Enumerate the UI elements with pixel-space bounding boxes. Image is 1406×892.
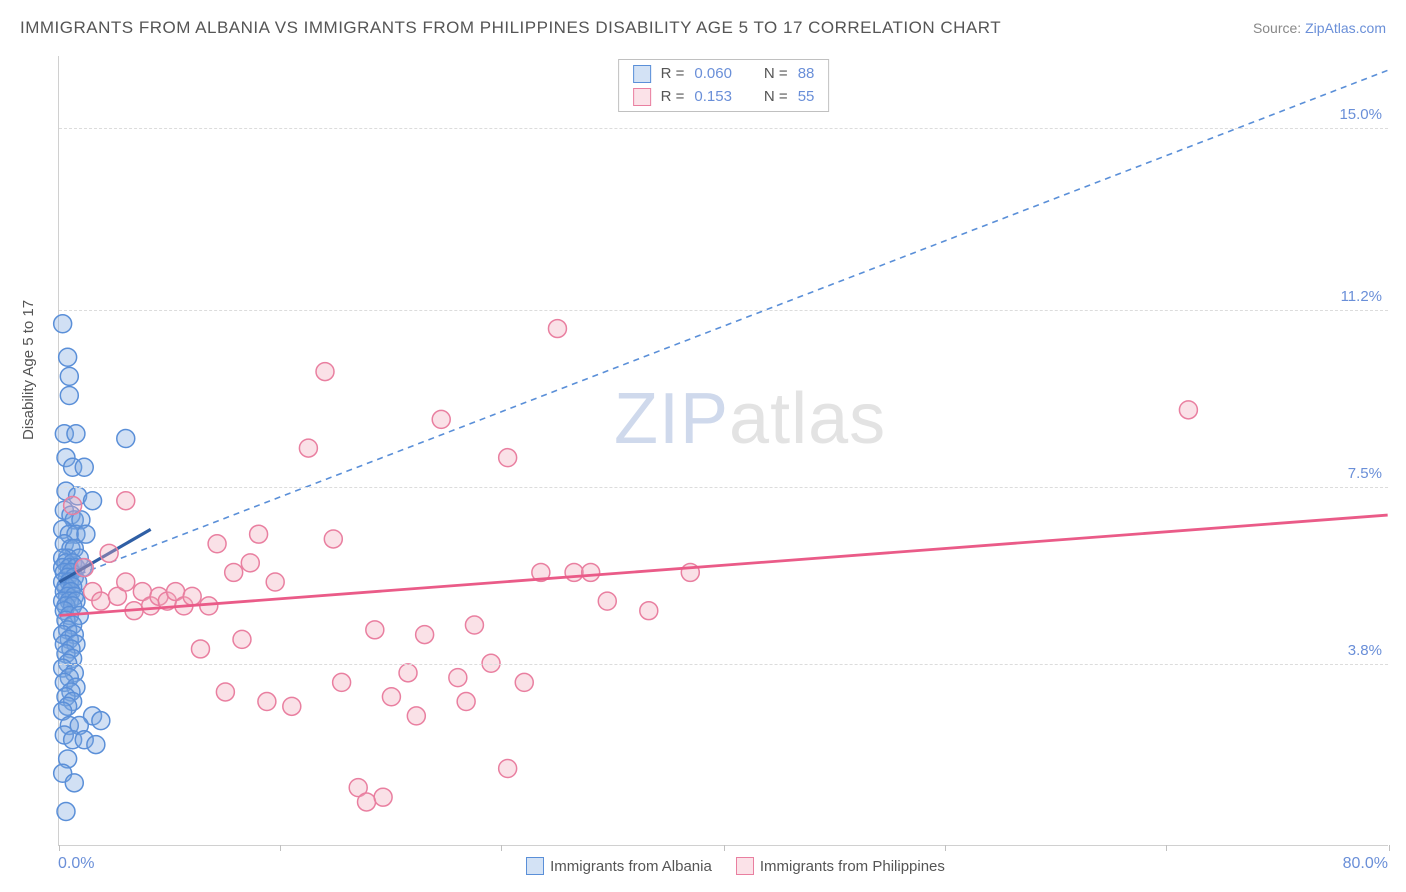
legend-label: Immigrants from Philippines <box>760 858 945 875</box>
legend-swatch <box>736 857 754 875</box>
data-point <box>449 669 467 687</box>
data-point <box>65 774 83 792</box>
data-point <box>316 363 334 381</box>
x-tick <box>724 845 725 851</box>
n-label: N = <box>764 86 788 109</box>
data-point <box>283 697 301 715</box>
stats-legend-row: R = 0.153 N = 55 <box>633 86 815 109</box>
r-label: R = <box>661 63 685 86</box>
data-point <box>233 630 251 648</box>
legend-item: Immigrants from Albania <box>502 858 712 875</box>
data-point <box>241 554 259 572</box>
data-point <box>499 760 517 778</box>
data-point <box>57 803 75 821</box>
data-point <box>358 793 376 811</box>
data-point <box>432 410 450 428</box>
data-point <box>92 712 110 730</box>
data-point <box>465 616 483 634</box>
x-tick <box>945 845 946 851</box>
data-point <box>117 573 135 591</box>
data-point <box>75 559 93 577</box>
x-tick <box>1389 845 1390 851</box>
r-value: 0.153 <box>694 86 732 109</box>
x-tick <box>501 845 502 851</box>
data-point <box>60 367 78 385</box>
legend-swatch <box>633 65 651 83</box>
data-point <box>366 621 384 639</box>
data-point <box>640 602 658 620</box>
data-point <box>216 683 234 701</box>
source-link[interactable]: ZipAtlas.com <box>1305 20 1386 36</box>
data-point <box>64 497 82 515</box>
data-point <box>225 563 243 581</box>
legend-swatch <box>633 88 651 106</box>
data-point <box>191 640 209 658</box>
x-min-label: 0.0% <box>58 855 94 873</box>
y-axis-label: Disability Age 5 to 17 <box>20 300 37 440</box>
y-tick-label: 11.2% <box>1341 288 1382 305</box>
stats-legend-row: R = 0.060 N = 88 <box>633 63 815 86</box>
chart-title: IMMIGRANTS FROM ALBANIA VS IMMIGRANTS FR… <box>20 18 1001 38</box>
legend-label: Immigrants from Albania <box>550 858 712 875</box>
plot-area: ZIPatlas R =0.060N =88R =0.153N =55 Immi… <box>58 56 1388 846</box>
data-point <box>299 439 317 457</box>
data-point <box>333 673 351 691</box>
data-point <box>59 348 77 366</box>
data-point <box>67 425 85 443</box>
y-tick-label: 7.5% <box>1348 465 1382 482</box>
data-point <box>183 587 201 605</box>
r-value: 0.060 <box>694 63 732 86</box>
n-value: 55 <box>798 86 815 109</box>
data-point <box>399 664 417 682</box>
data-point <box>92 592 110 610</box>
data-point <box>258 693 276 711</box>
data-point <box>582 563 600 581</box>
series-legend: Immigrants from Albania Immigrants from P… <box>59 857 1388 875</box>
data-point <box>598 592 616 610</box>
gridline <box>59 128 1388 129</box>
data-point <box>75 458 93 476</box>
x-tick <box>59 845 60 851</box>
data-point <box>100 544 118 562</box>
r-label: R = <box>661 86 685 109</box>
legend-item: Immigrants from Philippines <box>712 858 945 875</box>
data-point <box>250 525 268 543</box>
n-label: N = <box>764 63 788 86</box>
gridline <box>59 664 1388 665</box>
data-point <box>374 788 392 806</box>
trend-line <box>59 70 1387 582</box>
data-point <box>117 492 135 510</box>
data-point <box>324 530 342 548</box>
n-value: 88 <box>798 63 815 86</box>
legend-swatch <box>526 857 544 875</box>
data-point <box>457 693 475 711</box>
x-tick <box>1166 845 1167 851</box>
chart-svg <box>59 56 1388 845</box>
y-tick-label: 15.0% <box>1339 106 1382 123</box>
data-point <box>382 688 400 706</box>
data-point <box>60 387 78 405</box>
data-point <box>84 492 102 510</box>
data-point <box>117 430 135 448</box>
data-point <box>499 449 517 467</box>
data-point <box>407 707 425 725</box>
data-point <box>54 315 72 333</box>
data-point <box>266 573 284 591</box>
data-point <box>1179 401 1197 419</box>
gridline <box>59 310 1388 311</box>
data-point <box>548 320 566 338</box>
data-point <box>416 626 434 644</box>
data-point <box>565 563 583 581</box>
stats-legend: R = 0.060 N = 88 R = 0.153 N = 55 <box>618 59 830 112</box>
source-label: Source: ZipAtlas.com <box>1253 20 1386 36</box>
data-point <box>87 736 105 754</box>
gridline <box>59 487 1388 488</box>
y-tick-label: 3.8% <box>1348 642 1382 659</box>
x-max-label: 80.0% <box>1343 855 1388 873</box>
x-tick <box>280 845 281 851</box>
header: IMMIGRANTS FROM ALBANIA VS IMMIGRANTS FR… <box>20 18 1386 38</box>
data-point <box>515 673 533 691</box>
data-point <box>208 535 226 553</box>
